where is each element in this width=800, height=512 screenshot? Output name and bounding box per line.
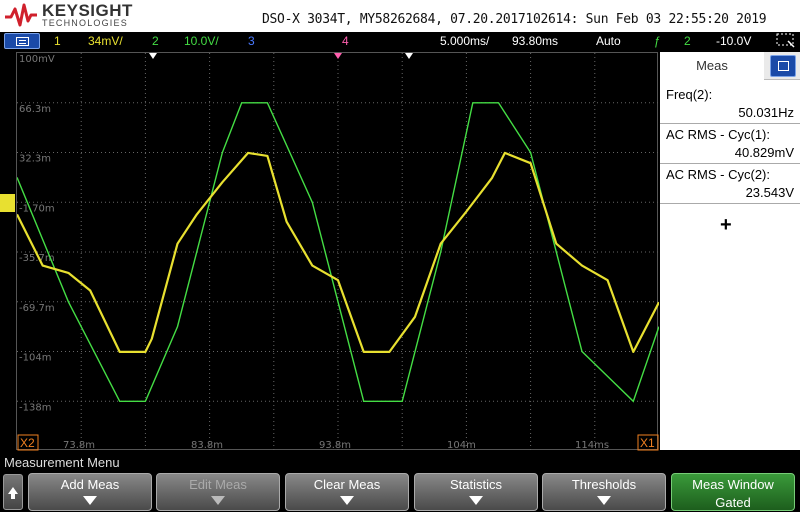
trigger-level-marker[interactable] <box>4 284 16 300</box>
softkey-label: Thresholds <box>571 477 637 492</box>
ch2-ground-marker[interactable] <box>0 244 15 260</box>
y-tick-label: 100mV <box>19 54 55 65</box>
menu-icon <box>778 61 789 71</box>
meas-window-button[interactable]: Meas Window Gated <box>671 473 795 511</box>
ch2-scale[interactable]: 10.0V/ <box>184 34 219 48</box>
trigger-level[interactable]: -10.0V <box>716 34 752 48</box>
softkey-value: Gated <box>715 495 751 510</box>
y-tick-label: -104m <box>19 353 51 364</box>
meas-label: Freq(2): <box>666 87 713 102</box>
meas-label: AC RMS - Cyc(1): <box>666 127 770 142</box>
cursor-x2-label: X2 <box>20 436 35 450</box>
cursor-x1-box <box>637 434 659 451</box>
y-tick-label: -69.7m <box>19 303 55 314</box>
cursor-x1-label: X1 <box>640 436 655 450</box>
y-tick-label: -35.7m <box>19 253 55 264</box>
x-tick-label: 114ms <box>575 440 609 451</box>
down-arrow-icon <box>83 496 97 505</box>
add-measurement-button[interactable]: + <box>720 214 732 236</box>
menu-title: Measurement Menu <box>4 455 120 470</box>
tab-meas[interactable]: Meas <box>660 52 764 80</box>
time-delay[interactable]: 93.80ms <box>512 34 559 48</box>
meas-value: 23.543V <box>745 185 794 200</box>
meas-label: AC RMS - Cyc(2): <box>666 167 770 182</box>
meas-item-acrms-ch2[interactable]: AC RMS - Cyc(2): 23.543V <box>660 164 800 204</box>
thresholds-button[interactable]: Thresholds <box>542 473 666 511</box>
statistics-button[interactable]: Statistics <box>414 473 538 511</box>
header-bar: KEYSIGHT TECHNOLOGIES DSO-X 3034T, MY582… <box>0 0 800 32</box>
main-menu-button[interactable] <box>4 33 40 49</box>
waveform-plot: 100mV 66.3m 32.3m -1.70m -35.7m -69.7m -104m -1… <box>17 53 659 451</box>
softkey-menu: Measurement Menu Add Meas Edit Meas Clea… <box>0 452 800 512</box>
brand-name: KEYSIGHT <box>42 1 133 20</box>
down-arrow-icon <box>340 496 354 505</box>
up-arrow-icon <box>8 487 18 499</box>
softkey-label: Statistics <box>449 477 502 492</box>
meas-value: 40.829mV <box>734 145 794 160</box>
timebase[interactable]: 5.000ms/ <box>440 34 490 48</box>
ch1-scale[interactable]: 34mV/ <box>88 34 123 48</box>
ch2-number[interactable]: 2 <box>152 34 159 48</box>
menu-icon <box>16 37 29 46</box>
ch1-ground-marker[interactable] <box>0 194 15 212</box>
ch2-trace <box>17 102 659 403</box>
down-arrow-icon <box>469 496 483 505</box>
ch1-trace <box>17 151 659 353</box>
x-tick-label: 104m <box>447 440 476 451</box>
meas-tab-bar: Meas <box>660 52 800 80</box>
softkey-label: Edit Meas <box>189 477 247 492</box>
trigger-source[interactable]: 2 <box>684 34 691 48</box>
time-reference-marker <box>334 53 342 59</box>
ch3-number[interactable]: 3 <box>248 34 255 48</box>
softkey-label: Meas Window <box>692 477 774 492</box>
time-reference-marker <box>405 53 413 59</box>
y-tick-label: 66.3m <box>19 104 51 115</box>
edit-meas-button[interactable]: Edit Meas <box>156 473 280 511</box>
back-button[interactable] <box>3 474 23 510</box>
down-arrow-icon <box>211 496 225 505</box>
measurements-panel: Meas Freq(2): 50.031Hz AC RMS - Cyc(1): … <box>660 52 800 450</box>
down-arrow-icon <box>597 496 611 505</box>
x-tick-label: 93.8m <box>319 440 351 451</box>
meas-item-freq[interactable]: Freq(2): 50.031Hz <box>660 84 800 124</box>
softkey-label: Clear Meas <box>313 477 381 492</box>
waveform-display[interactable]: 100mV 66.3m 32.3m -1.70m -35.7m -69.7m -104m -1… <box>16 52 659 451</box>
panel-menu-button[interactable] <box>770 55 796 77</box>
add-meas-button[interactable]: Add Meas <box>28 473 152 511</box>
zoom-region-icon[interactable] <box>776 32 796 51</box>
cursor-x2-box <box>17 434 39 451</box>
y-tick-label: -138m <box>19 402 51 413</box>
brand-subtitle: TECHNOLOGIES <box>42 18 128 28</box>
ch4-number[interactable]: 4 <box>342 34 349 48</box>
trigger-mode[interactable]: Auto <box>596 34 621 48</box>
channel-status-bar: 1 34mV/ 2 10.0V/ 3 4 5.000ms/ 93.80ms Au… <box>0 32 800 50</box>
keysight-logo-icon <box>5 3 37 27</box>
trigger-slope-icon: ƒ <box>654 34 661 48</box>
ch1-number[interactable]: 1 <box>54 34 61 48</box>
y-tick-label: 32.3m <box>19 154 51 165</box>
device-info: DSO-X 3034T, MY58262684, 07.20.201710261… <box>262 12 767 27</box>
meas-item-acrms-ch1[interactable]: AC RMS - Cyc(1): 40.829mV <box>660 124 800 164</box>
x-tick-label: 83.8m <box>191 440 223 451</box>
meas-value: 50.031Hz <box>738 105 794 120</box>
clear-meas-button[interactable]: Clear Meas <box>285 473 409 511</box>
softkey-label: Add Meas <box>60 477 120 492</box>
time-reference-marker <box>149 53 157 59</box>
y-tick-label: -1.70m <box>19 203 55 214</box>
x-tick-label: 73.8m <box>63 440 95 451</box>
